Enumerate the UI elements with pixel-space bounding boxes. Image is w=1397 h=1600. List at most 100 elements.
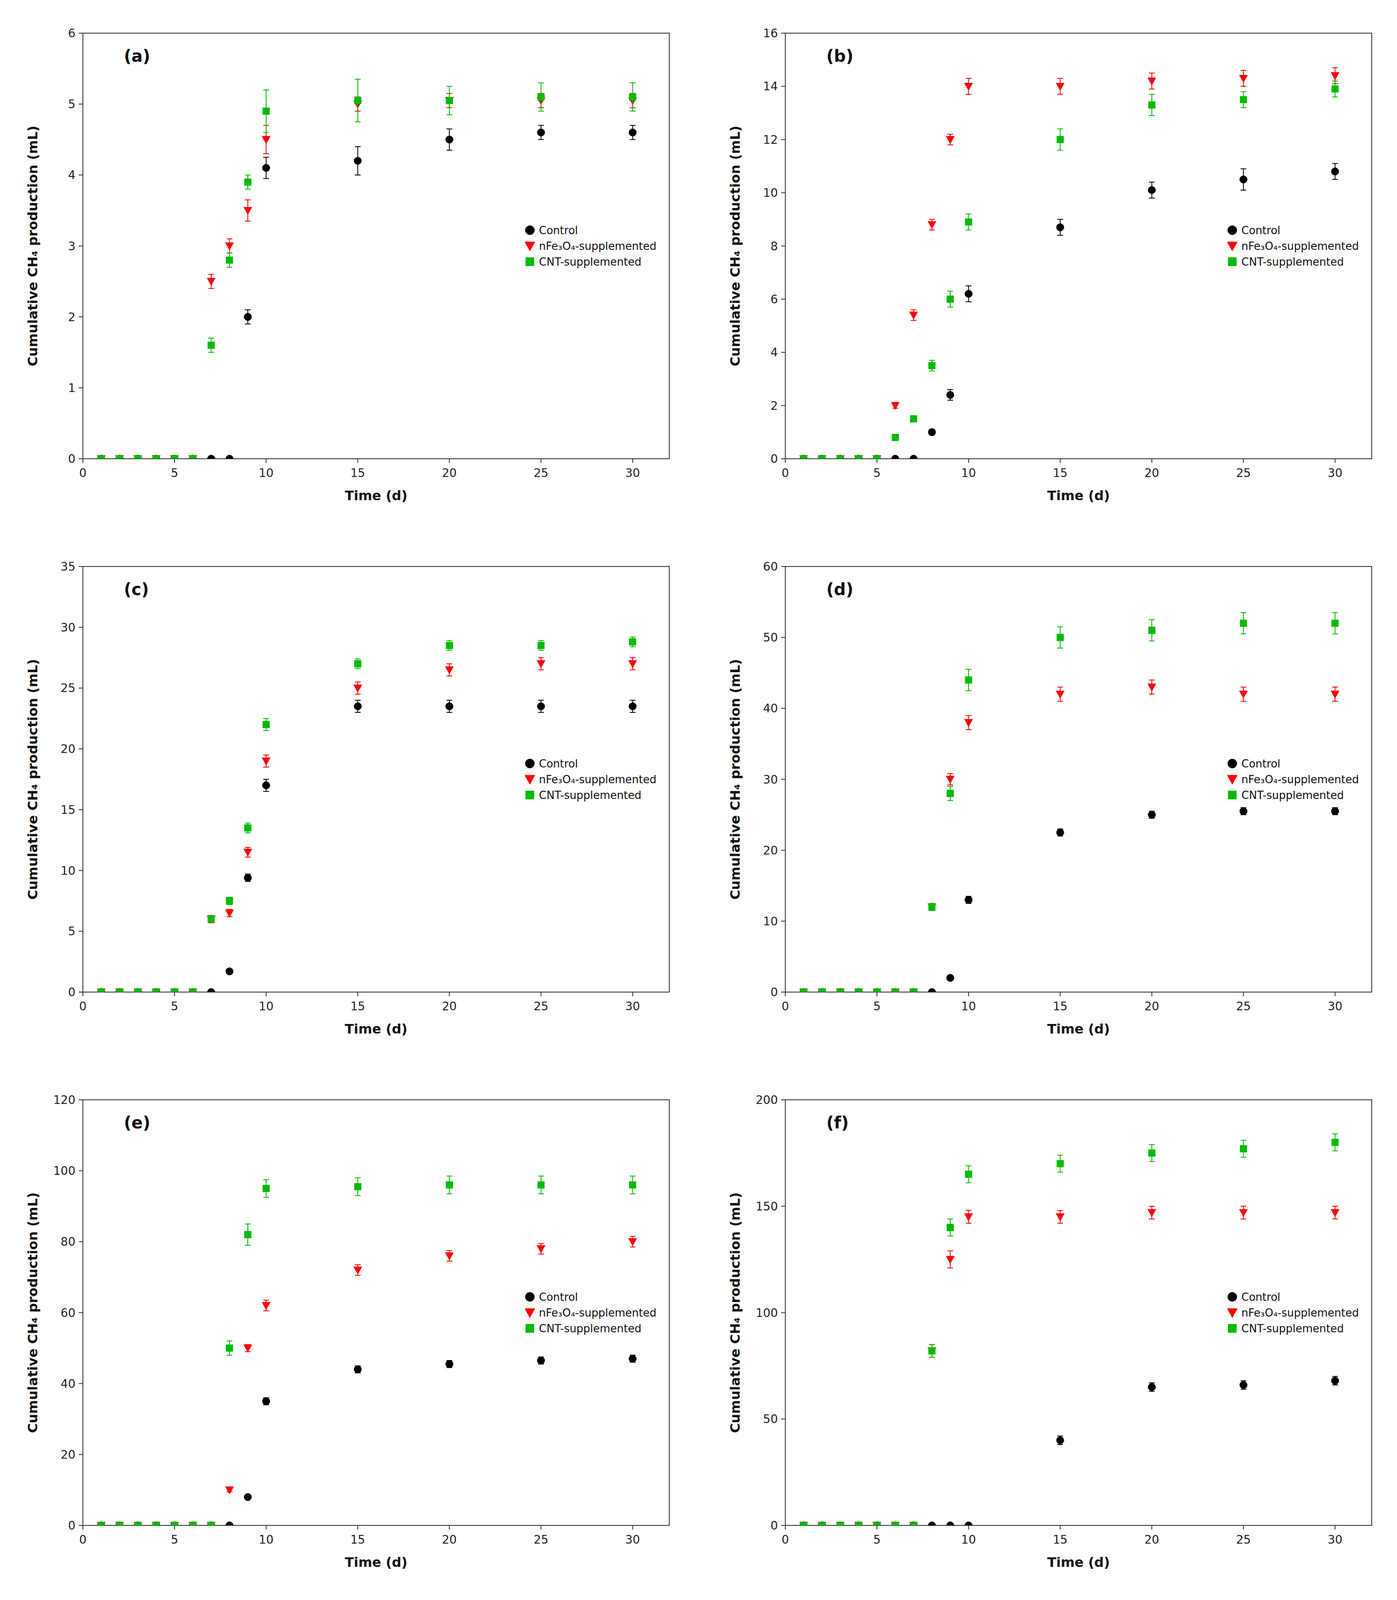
error-bar-cap — [965, 301, 972, 303]
y-axis-label: Cumulative CH₄ production (mL) — [727, 658, 744, 900]
legend-label: CNT-supplemented — [539, 255, 642, 269]
point — [1148, 101, 1155, 109]
y-tick — [781, 32, 786, 34]
point — [445, 1360, 453, 1368]
point — [116, 455, 123, 459]
point — [629, 93, 636, 101]
error-bar-cap — [354, 668, 361, 669]
error-bar-cap — [354, 1195, 361, 1197]
y-tick-label: 50 — [762, 630, 778, 645]
y-tick-label: 100 — [53, 1164, 76, 1178]
error-bar-cap — [263, 754, 269, 756]
y-tick-label: 0 — [67, 452, 76, 466]
point — [800, 1522, 807, 1526]
point — [134, 455, 142, 459]
y-tick — [78, 1383, 83, 1385]
error-bar-cap — [929, 229, 935, 231]
x-tick — [265, 458, 267, 463]
error-bar-cap — [1240, 633, 1247, 635]
point — [837, 988, 844, 993]
y-tick-label: 200 — [755, 1093, 778, 1107]
point — [891, 988, 899, 993]
point — [800, 455, 807, 459]
x-tick — [968, 458, 969, 463]
error-bar-cap — [1332, 700, 1339, 702]
point — [818, 1522, 826, 1526]
y-tick — [78, 1241, 83, 1243]
error-bar-cap — [1240, 107, 1247, 109]
point — [261, 1302, 271, 1310]
point — [170, 1522, 179, 1526]
x-tick-label: 25 — [533, 1532, 549, 1547]
series — [799, 1206, 1339, 1526]
point — [818, 1522, 827, 1526]
y-tick-label: 120 — [53, 1093, 76, 1107]
point — [445, 97, 454, 105]
x-tick — [357, 992, 359, 997]
legend-marker — [1228, 257, 1237, 267]
error-bar-cap — [244, 822, 251, 824]
error-bar-cap — [537, 649, 544, 651]
legend-label: CNT-supplemented — [539, 1322, 642, 1335]
legend: ControlnFe₃O₄-supplementedCNT-supplement… — [524, 757, 657, 802]
point — [152, 455, 160, 459]
error-bar-cap — [1057, 1154, 1063, 1156]
y-tick-label: 2 — [67, 310, 76, 325]
plot-frame — [82, 33, 670, 459]
error-bar-cap — [1148, 679, 1155, 681]
point — [855, 988, 862, 993]
point — [188, 1521, 197, 1526]
point — [836, 455, 845, 459]
point — [928, 1521, 936, 1526]
point — [134, 1522, 142, 1526]
legend-marker — [525, 1292, 535, 1302]
legend: ControlnFe₃O₄-supplementedCNT-supplement… — [524, 1290, 657, 1335]
y-tick — [781, 636, 786, 638]
point — [1331, 72, 1340, 80]
error-bar-cap — [965, 1182, 972, 1184]
error-bar-cap — [947, 389, 954, 390]
point — [171, 1522, 178, 1526]
error-bar-cap — [1057, 1222, 1063, 1224]
marks — [96, 79, 637, 459]
y-tick-label: 5 — [67, 924, 76, 939]
error-bar-cap — [537, 125, 544, 126]
error-bar-cap — [226, 1340, 233, 1342]
error-bar-cap — [226, 252, 233, 254]
panel-label: (d) — [826, 579, 854, 599]
point — [445, 1252, 454, 1261]
legend: ControlnFe₃O₄-supplementedCNT-supplement… — [1227, 1290, 1359, 1335]
series — [97, 79, 637, 459]
point — [537, 660, 546, 669]
error-bar-cap — [208, 288, 215, 289]
y-tick-label: 15 — [60, 803, 76, 817]
point — [836, 988, 845, 993]
error-bar-cap — [1148, 181, 1155, 183]
x-tick — [876, 992, 878, 997]
panel: 051015202530020406080100120Time (d)Cumul… — [24, 1093, 670, 1571]
point — [872, 988, 882, 993]
error-bar-cap — [537, 669, 544, 671]
error-bar-cap — [965, 1165, 972, 1167]
error-bar-cap — [1240, 91, 1247, 93]
point — [353, 157, 362, 165]
x-tick — [1334, 458, 1336, 463]
point — [170, 455, 179, 459]
error-bar-cap — [263, 730, 269, 732]
point — [946, 776, 955, 784]
x-tick — [968, 1525, 969, 1530]
error-bar-cap — [263, 766, 269, 768]
point — [873, 1522, 881, 1526]
point — [188, 988, 197, 993]
x-tick-label: 30 — [625, 466, 641, 480]
x-tick-label: 0 — [79, 466, 87, 480]
point — [836, 455, 845, 459]
point — [818, 988, 826, 993]
error-bar-cap — [629, 1175, 636, 1177]
legend-label: nFe₃O₄-supplemented — [1241, 239, 1359, 253]
point — [818, 455, 827, 459]
error-bar-cap — [446, 640, 453, 642]
x-axis-label: Time (d) — [344, 1554, 408, 1571]
error-bar-cap — [226, 266, 233, 268]
x-tick-label: 0 — [79, 999, 87, 1014]
